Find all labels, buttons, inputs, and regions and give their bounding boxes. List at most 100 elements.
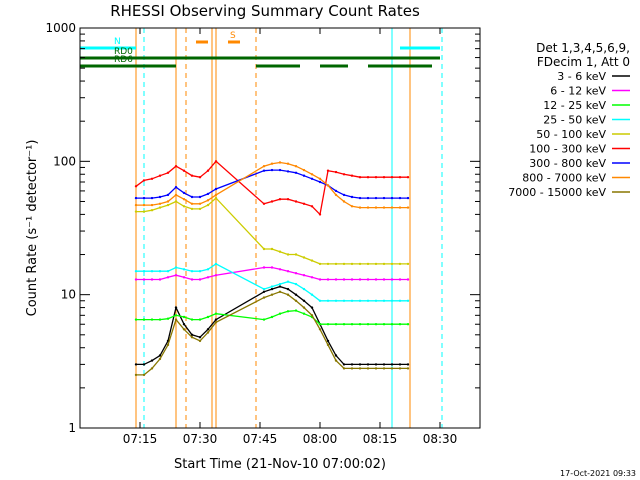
series-1-point-10 (214, 274, 218, 277)
series-4-point-2 (150, 209, 154, 212)
series-7-point-19 (326, 184, 330, 187)
series-4-point-8 (198, 207, 202, 211)
series-8-point-28 (398, 367, 402, 370)
series-6-point-28 (398, 196, 402, 200)
series-4-point-16 (302, 256, 306, 259)
series-5-point-6 (182, 169, 186, 172)
series-1-point-12 (270, 266, 274, 269)
series-1-point-7 (190, 278, 194, 281)
series-7-point-29 (406, 206, 410, 209)
series-1-point-4 (166, 276, 170, 279)
series-1-point-8 (198, 278, 202, 281)
series-0-point-29 (406, 363, 410, 366)
series-1-point-0 (134, 278, 138, 281)
series-8-point-2 (150, 367, 154, 370)
series-5-point-4 (166, 171, 170, 174)
series-6-point-27 (390, 196, 394, 200)
series-5-point-29 (406, 176, 410, 179)
series-7-point-24 (366, 206, 370, 209)
series-3-point-10 (214, 262, 218, 266)
series-7-point-4 (166, 200, 170, 203)
series-3-point-12 (270, 285, 274, 288)
flag-label-N: N (114, 37, 121, 47)
legend-label-1: 6 - 12 keV (550, 85, 606, 98)
series-line-6 (136, 169, 408, 199)
series-6-point-2 (150, 196, 154, 200)
series-3-point-0 (134, 270, 138, 273)
series-7-point-21 (342, 200, 346, 203)
series-6-point-15 (294, 171, 298, 174)
series-8-point-4 (166, 343, 170, 347)
series-1-point-16 (302, 274, 306, 277)
series-8-point-29 (406, 367, 410, 370)
series-3-point-24 (366, 299, 370, 302)
series-4-point-1 (142, 210, 146, 213)
series-5-point-22 (350, 174, 354, 177)
series-6-point-13 (278, 168, 282, 172)
series-2-point-24 (366, 323, 370, 326)
series-0-point-26 (382, 363, 386, 366)
series-7-point-12 (270, 162, 274, 165)
series-6-point-4 (166, 193, 170, 197)
x-tick-label-0: 07:15 (123, 432, 158, 446)
legend-label-5: 100 - 300 keV (529, 143, 606, 156)
series-5-point-5 (174, 165, 178, 168)
series-5-point-7 (190, 174, 194, 177)
series-0-point-27 (390, 363, 394, 366)
series-7-point-15 (294, 165, 298, 168)
series-4-point-11 (262, 247, 266, 251)
series-8-point-20 (334, 359, 338, 362)
series-6-point-14 (286, 170, 290, 173)
series-5-point-9 (206, 169, 210, 172)
series-1-point-19 (326, 278, 330, 281)
series-7-point-9 (206, 199, 210, 202)
series-5-point-11 (262, 202, 266, 205)
series-2-point-3 (158, 318, 162, 321)
series-2-point-0 (134, 318, 138, 321)
series-2-point-26 (382, 323, 386, 326)
series-4-point-22 (350, 262, 354, 266)
series-5-point-17 (310, 205, 314, 208)
x-axis-label: Start Time (21-Nov-10 07:00:02) (174, 457, 386, 472)
series-5-point-24 (366, 176, 370, 179)
flag-label-RD0: RD0 (114, 47, 133, 57)
series-3-point-11 (262, 287, 266, 291)
series-0-point-25 (374, 363, 378, 366)
series-3-point-14 (286, 280, 290, 283)
series-3-point-19 (326, 299, 330, 302)
series-4-point-15 (294, 253, 298, 256)
series-6-point-5 (174, 186, 178, 189)
series-0-point-3 (158, 354, 162, 357)
series-5-point-26 (382, 176, 386, 179)
series-8-point-13 (278, 290, 282, 293)
legend-label-3: 25 - 50 keV (543, 114, 606, 127)
render-timestamp: 17-Oct-2021 09:33 (560, 469, 636, 478)
series-2-point-4 (166, 317, 170, 320)
series-7-point-22 (350, 205, 354, 208)
series-5-point-20 (334, 170, 338, 174)
series-4-point-21 (342, 262, 346, 266)
series-8-point-17 (310, 314, 314, 317)
series-8-point-23 (358, 367, 362, 370)
series-4-point-23 (358, 262, 362, 266)
series-1-point-18 (318, 278, 322, 281)
legend-label-0: 3 - 6 keV (557, 70, 606, 83)
series-1-point-3 (158, 278, 162, 281)
series-0-point-9 (206, 328, 210, 331)
series-2-point-9 (206, 315, 210, 319)
series-6-point-10 (214, 187, 218, 191)
series-8-point-21 (342, 367, 346, 370)
series-1-point-1 (142, 278, 146, 281)
y-tick-label-0: 1 (68, 421, 76, 435)
series-4-point-14 (286, 253, 290, 256)
series-5-point-3 (158, 174, 162, 177)
series-0-point-7 (190, 333, 194, 336)
series-8-point-5 (174, 318, 178, 321)
series-2-point-25 (374, 323, 378, 326)
series-1-point-6 (182, 276, 186, 279)
legend-label-7: 800 - 7000 keV (522, 172, 606, 185)
series-4-point-17 (310, 259, 314, 262)
series-5-point-27 (390, 176, 394, 179)
